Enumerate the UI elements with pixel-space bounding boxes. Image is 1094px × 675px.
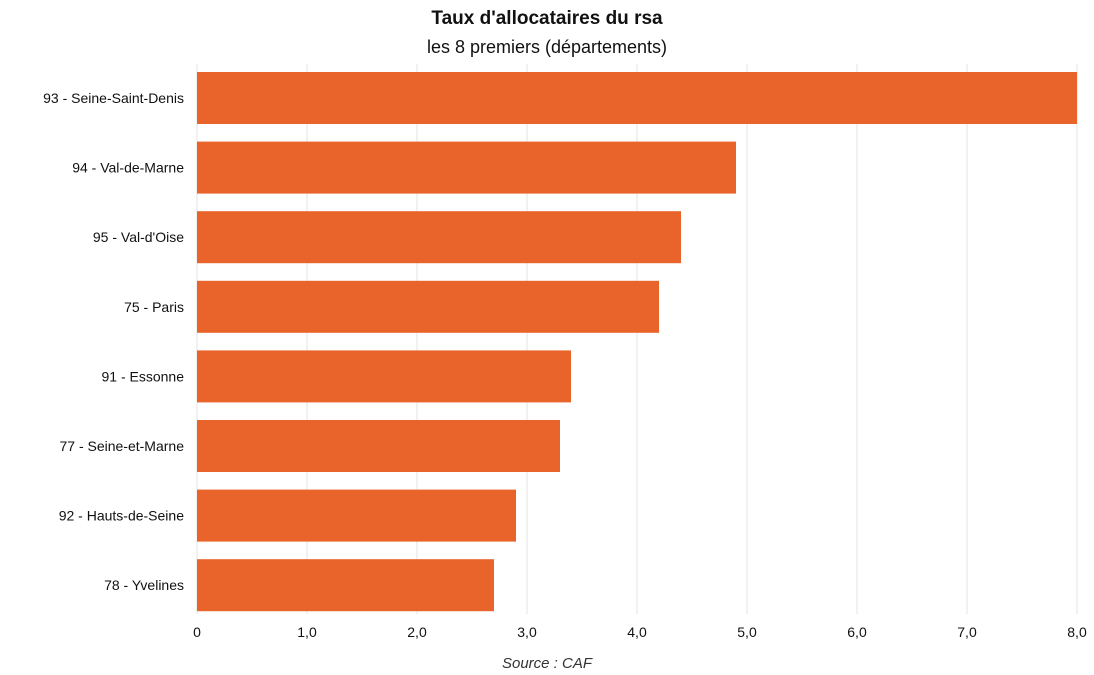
x-tick-label: 1,0 (297, 624, 317, 640)
bar (197, 141, 736, 194)
bar (197, 350, 571, 403)
category-label: 92 - Hauts-de-Seine (59, 508, 185, 524)
bar (197, 72, 1077, 124)
bar (197, 489, 516, 542)
x-tick-label: 3,0 (517, 624, 537, 640)
category-label: 93 - Seine-Saint-Denis (43, 90, 184, 106)
category-label: 78 - Yvelines (104, 577, 184, 593)
x-tick-label: 6,0 (847, 624, 867, 640)
x-tick-label: 5,0 (737, 624, 757, 640)
bar (197, 280, 659, 333)
x-tick-label: 7,0 (957, 624, 977, 640)
category-label: 75 - Paris (124, 299, 184, 315)
bars (197, 72, 1077, 612)
chart-source: Source : CAF (501, 655, 593, 672)
x-axis-tick-labels: 0 1,0 2,0 3,0 4,0 5,0 6,0 7,0 8,0 (193, 624, 1087, 640)
x-tick-label: 4,0 (627, 624, 647, 640)
category-label: 95 - Val-d'Oise (93, 229, 184, 245)
bar (197, 420, 560, 472)
x-tick-label: 0 (193, 624, 201, 640)
chart-title: Taux d'allocataires du rsa (431, 8, 663, 29)
category-label: 91 - Essonne (102, 368, 185, 384)
category-label: 77 - Seine-et-Marne (59, 438, 184, 454)
bar (197, 559, 494, 612)
chart-subtitle: les 8 premiers (départements) (426, 37, 668, 57)
x-tick-label: 8,0 (1067, 624, 1087, 640)
bar (197, 211, 681, 264)
x-tick-label: 2,0 (407, 624, 427, 640)
category-labels: 93 - Seine-Saint-Denis 94 - Val-de-Marne 9… (43, 90, 184, 593)
category-label: 94 - Val-de-Marne (72, 160, 184, 176)
